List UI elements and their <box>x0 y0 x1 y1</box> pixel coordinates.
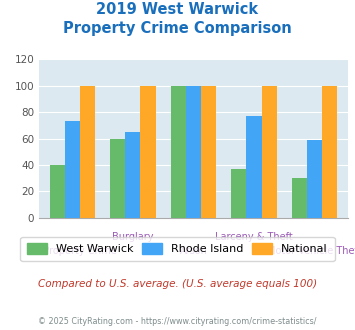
Text: Compared to U.S. average. (U.S. average equals 100): Compared to U.S. average. (U.S. average … <box>38 279 317 289</box>
Bar <box>262 86 277 218</box>
Text: Larceny & Theft: Larceny & Theft <box>215 232 293 242</box>
Bar <box>231 169 246 218</box>
Bar <box>50 165 65 218</box>
Text: Arson: Arson <box>180 246 207 255</box>
Bar <box>141 86 155 218</box>
Text: Burglary: Burglary <box>112 232 154 242</box>
Bar <box>201 86 216 218</box>
Bar <box>110 139 125 218</box>
Text: © 2025 CityRating.com - https://www.cityrating.com/crime-statistics/: © 2025 CityRating.com - https://www.city… <box>38 317 317 326</box>
Text: All Property Crime: All Property Crime <box>28 246 117 255</box>
Bar <box>171 86 186 218</box>
Bar <box>307 140 322 218</box>
Bar <box>246 116 262 218</box>
Legend: West Warwick, Rhode Island, National: West Warwick, Rhode Island, National <box>20 237 335 261</box>
Bar <box>80 86 95 218</box>
Bar <box>125 132 141 218</box>
Bar <box>186 86 201 218</box>
Bar <box>322 86 337 218</box>
Text: Motor Vehicle Theft: Motor Vehicle Theft <box>267 246 355 255</box>
Bar <box>65 121 80 218</box>
Bar <box>292 178 307 218</box>
Text: 2019 West Warwick: 2019 West Warwick <box>97 2 258 16</box>
Text: Property Crime Comparison: Property Crime Comparison <box>63 21 292 36</box>
